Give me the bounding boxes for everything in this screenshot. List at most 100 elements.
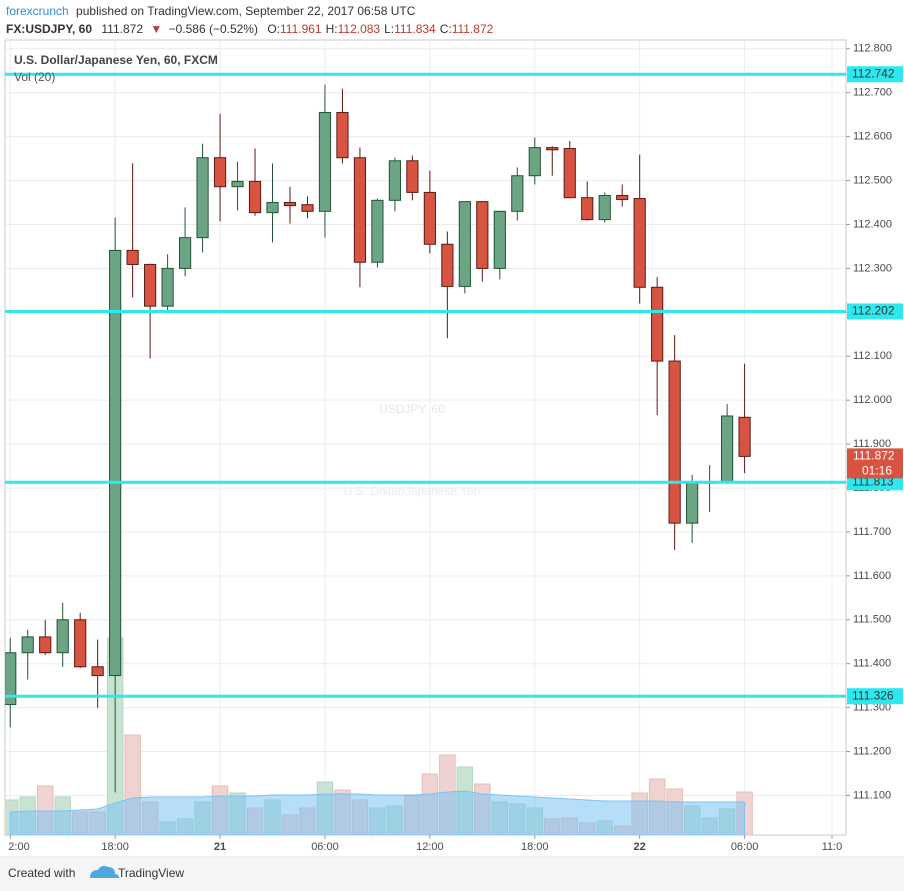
watermark-subtitle: U.S. Dollar/Japanese Yen (344, 484, 481, 498)
candle-body (721, 415, 734, 483)
ohlc-value: 111.872 (452, 22, 494, 36)
x-tick-label: 18:00 (101, 841, 129, 853)
candle-body (39, 636, 52, 654)
plot: USDJPY, 60 U.S. Dollar/Japanese Yen (5, 40, 846, 835)
candle-body (248, 180, 262, 214)
footer-created: Created with (8, 866, 75, 880)
author[interactable]: forexcrunch (6, 4, 69, 18)
candle-body (458, 201, 471, 287)
candle-body (74, 619, 87, 668)
ohlc-value: 111.961 (280, 22, 322, 36)
y-tick-label: 112.600 (853, 131, 892, 143)
candle-body (196, 157, 209, 239)
candle-body (109, 249, 122, 677)
arrow: ▼ (150, 22, 162, 36)
y-tick-label: 112.500 (853, 174, 892, 186)
symbol: FX:USDJPY, 60 (6, 22, 92, 36)
logo[interactable] (90, 866, 119, 878)
candle-body (511, 175, 524, 212)
y-tick-label: 111.400 (853, 658, 891, 670)
footer-brand[interactable]: TradingView (118, 866, 184, 880)
candle-body (528, 147, 541, 177)
x-tick-label: 11:0 (822, 841, 843, 853)
level-label-bg (847, 303, 903, 320)
candle-body (266, 202, 279, 214)
candle-body (738, 416, 751, 457)
candle-body (493, 210, 506, 269)
y-tick-label: 111.900 (853, 438, 891, 450)
y-tick-label: 111.500 (853, 614, 891, 626)
watermark: USDJPY, 60 (379, 402, 445, 416)
candle-body (546, 147, 559, 151)
candle-body (406, 160, 419, 193)
candle-body (441, 243, 454, 287)
level-label: 112.202 (852, 304, 895, 318)
candle-body (371, 199, 384, 263)
candle-body (388, 160, 401, 201)
x-tick-label: 2:00 (8, 841, 29, 853)
candle-body (598, 194, 611, 221)
y-tick-label: 111.600 (853, 570, 891, 582)
candle-body (686, 482, 699, 524)
candle-body (633, 198, 646, 288)
y-tick-label: 112.800 (853, 43, 892, 55)
ohlc-name: O: (267, 22, 280, 36)
volume-ma-area (9, 790, 746, 835)
ohlc-name: C: (440, 22, 452, 36)
candle-body (476, 201, 489, 269)
candle-body (353, 157, 367, 263)
candle-body (5, 652, 17, 706)
candle-body (213, 157, 227, 188)
y-tick-label: 112.000 (853, 394, 892, 406)
y-tick-label: 111.700 (853, 526, 891, 538)
level-label-bg (847, 66, 903, 83)
candle-body (616, 194, 629, 200)
indicator-label: Vol (20) (14, 70, 55, 84)
y-tick-label: 112.300 (853, 262, 892, 274)
candle-body (161, 267, 174, 307)
header-line: forexcrunch published on TradingView.com… (6, 4, 416, 18)
ohlc-value: 111.834 (394, 22, 436, 36)
x-tick-label: 06:00 (311, 841, 339, 853)
candle-body (336, 111, 349, 159)
countdown: 01:16 (862, 464, 892, 478)
y-tick-label: 111.300 (853, 702, 891, 714)
candle-body (21, 636, 34, 654)
candle-body (144, 263, 157, 307)
x-tick-label: 22 (634, 841, 646, 853)
published: published on TradingView.com, September … (76, 4, 416, 18)
axis: 111.100 111.200 111.300 111.400 111.500 111.6… (8, 43, 892, 853)
ohlc-name: H: (326, 22, 338, 36)
candle-body (283, 202, 297, 207)
x-tick-label: 06:00 (731, 841, 759, 853)
candle-body (126, 249, 139, 265)
y-tick-label: 112.100 (853, 350, 892, 362)
candle-body (581, 197, 594, 221)
candle-body (301, 204, 314, 212)
ohlc-name: L: (384, 22, 394, 36)
last-price-bg (847, 448, 903, 479)
chart-title: U.S. Dollar/Japanese Yen, 60, FXCM (14, 53, 218, 67)
candle-body (91, 666, 104, 677)
candle-body (56, 619, 69, 654)
candle-body (423, 191, 436, 245)
candle-body (178, 237, 192, 269)
candle-body (231, 180, 244, 188)
level-label: 111.326 (852, 688, 894, 702)
y-tick-label: 112.400 (853, 218, 892, 230)
level-label-bg (847, 688, 903, 705)
candle-body (651, 286, 664, 362)
y-tick-label: 111.100 (853, 789, 891, 801)
ohlc-value: 112.083 (338, 22, 381, 36)
y-tick-label: 111.200 (853, 745, 891, 757)
y-tick-label: 112.700 (853, 87, 892, 99)
candle-body (668, 360, 681, 524)
candle-body (563, 147, 576, 199)
x-tick-label: 12:00 (416, 841, 444, 853)
change: −0.586 (−0.52%) (169, 22, 258, 36)
x-tick-label: 21 (214, 841, 226, 853)
last: 111.872 (101, 22, 143, 36)
last-price: 111.872 (853, 449, 895, 463)
